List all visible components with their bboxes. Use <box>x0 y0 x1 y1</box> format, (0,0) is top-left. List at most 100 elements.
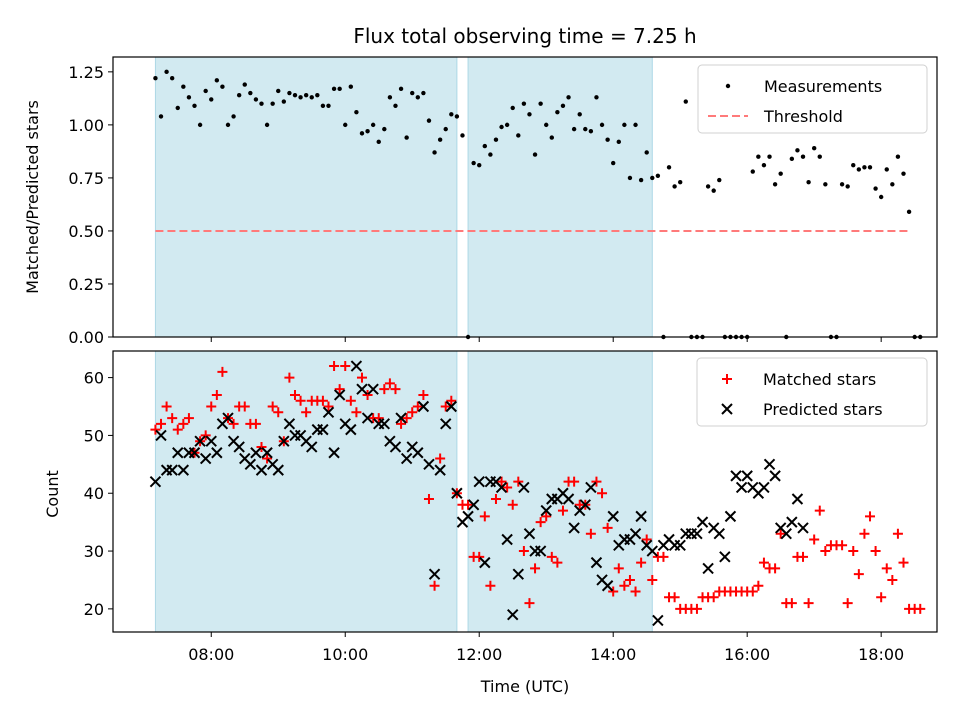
matched-star-point <box>887 574 898 585</box>
matched-star-point <box>876 592 887 603</box>
predicted-star-point <box>467 499 480 511</box>
matched-star-point <box>289 389 300 400</box>
measurement-point <box>845 184 850 189</box>
measurement-point <box>404 135 409 140</box>
measurement-point <box>839 182 845 187</box>
matched-star-point <box>842 598 853 609</box>
measurement-point <box>521 101 527 106</box>
bottom-y-tick-label: 50 <box>84 426 104 445</box>
matched-star-point <box>256 441 267 452</box>
matched-star-point <box>747 586 758 597</box>
matched-star-point <box>753 580 764 591</box>
measurement-point <box>823 182 828 187</box>
predicted-star-point <box>149 475 162 488</box>
top-y-tick-label: 0.75 <box>68 169 104 188</box>
predicted-star-point <box>629 528 642 540</box>
matched-star-point <box>362 389 373 400</box>
measurement-point <box>890 182 895 187</box>
predicted-star-point <box>495 481 508 494</box>
top-y-tick-label: 0.50 <box>68 222 104 241</box>
measurement-point <box>851 162 856 168</box>
matched-star-point <box>262 453 273 464</box>
matched-star-point <box>345 395 356 406</box>
predicted-star-point <box>423 458 435 471</box>
top-shaded-interval <box>467 56 653 338</box>
predicted-star-point <box>306 441 318 453</box>
predicted-star-point <box>512 568 525 580</box>
matched-star-point <box>770 563 781 574</box>
measurement-point <box>666 165 672 170</box>
predicted-star-point <box>791 493 804 505</box>
top-y-tick-label: 1.00 <box>68 116 104 135</box>
x-tick-label: 10:00 <box>322 645 368 664</box>
predicted-star-point <box>177 464 190 476</box>
predicted-star-point <box>730 470 742 482</box>
measurement-point <box>538 101 543 106</box>
predicted-star-point <box>507 608 519 621</box>
matched-star-point <box>172 424 183 435</box>
predicted-star-point <box>361 412 374 424</box>
matched-star-point <box>384 378 395 389</box>
predicted-star-point <box>724 510 737 523</box>
top-axes-frame <box>112 56 938 338</box>
predicted-star-point <box>272 464 284 476</box>
predicted-star-point <box>222 412 234 424</box>
matched-star-point <box>892 528 903 539</box>
measurement-point <box>878 194 884 200</box>
matched-star-point <box>518 546 529 557</box>
bottom-y-tick-label: 40 <box>84 484 104 503</box>
matched-star-point <box>669 592 680 603</box>
matched-star-point <box>490 494 501 505</box>
chart-title: Flux total observing time = 7.25 h <box>353 24 696 48</box>
predicted-star-point <box>451 487 463 499</box>
measurement-point <box>532 152 538 157</box>
matched-star-point <box>407 407 418 418</box>
measurement-point <box>488 152 493 157</box>
bottom-y-axis-label: Count <box>43 470 62 518</box>
predicted-star-point <box>758 481 770 494</box>
predicted-star-point <box>473 475 485 488</box>
predicted-star-point <box>278 435 290 447</box>
predicted-star-point <box>562 493 575 505</box>
measurement-point <box>895 154 901 159</box>
matched-star-point <box>250 418 261 429</box>
measurement-point <box>605 137 610 142</box>
matched-star-point <box>435 453 446 464</box>
predicted-star-point <box>211 447 223 459</box>
matched-star-point <box>624 574 635 585</box>
measurement-point <box>705 184 711 189</box>
top-panel: 0.00 0.25 0.50 0.75 1.00 1.25 Measurements Thre… <box>68 56 938 347</box>
bottom-y-tick-label: 30 <box>84 542 104 561</box>
measurement-point <box>359 131 365 136</box>
measurement-point <box>415 95 421 100</box>
measurement-point <box>571 126 577 132</box>
measurement-point <box>326 103 331 108</box>
predicted-star-point <box>607 510 619 523</box>
predicted-star-point <box>317 423 329 436</box>
matched-star-point <box>351 407 362 418</box>
predicted-star-point <box>445 400 458 413</box>
predicted-star-point <box>350 360 363 372</box>
measurement-point <box>259 101 264 106</box>
x-axis-label: Time (UTC) <box>480 677 569 696</box>
matched-star-point <box>485 580 496 591</box>
predicted-star-point <box>255 464 268 476</box>
predicted-star-point <box>333 389 346 401</box>
measurement-point <box>806 179 811 185</box>
legend-marker-measurements <box>725 83 731 89</box>
measurement-point <box>544 122 549 128</box>
predicted-star-point <box>540 504 552 517</box>
matched-star-point <box>329 361 340 372</box>
matched-star-point <box>546 551 557 562</box>
measurement-point <box>449 112 454 117</box>
predicted-star-point <box>786 516 798 528</box>
predicted-star-point <box>534 545 547 557</box>
matched-star-point <box>178 418 189 429</box>
matched-star-point <box>502 482 513 493</box>
predicted-star-point <box>395 412 407 424</box>
matched-star-point <box>167 413 178 424</box>
measurement-point <box>186 95 192 100</box>
matched-star-point <box>440 401 451 412</box>
matched-star-point <box>150 424 161 435</box>
measurement-point <box>493 137 499 142</box>
